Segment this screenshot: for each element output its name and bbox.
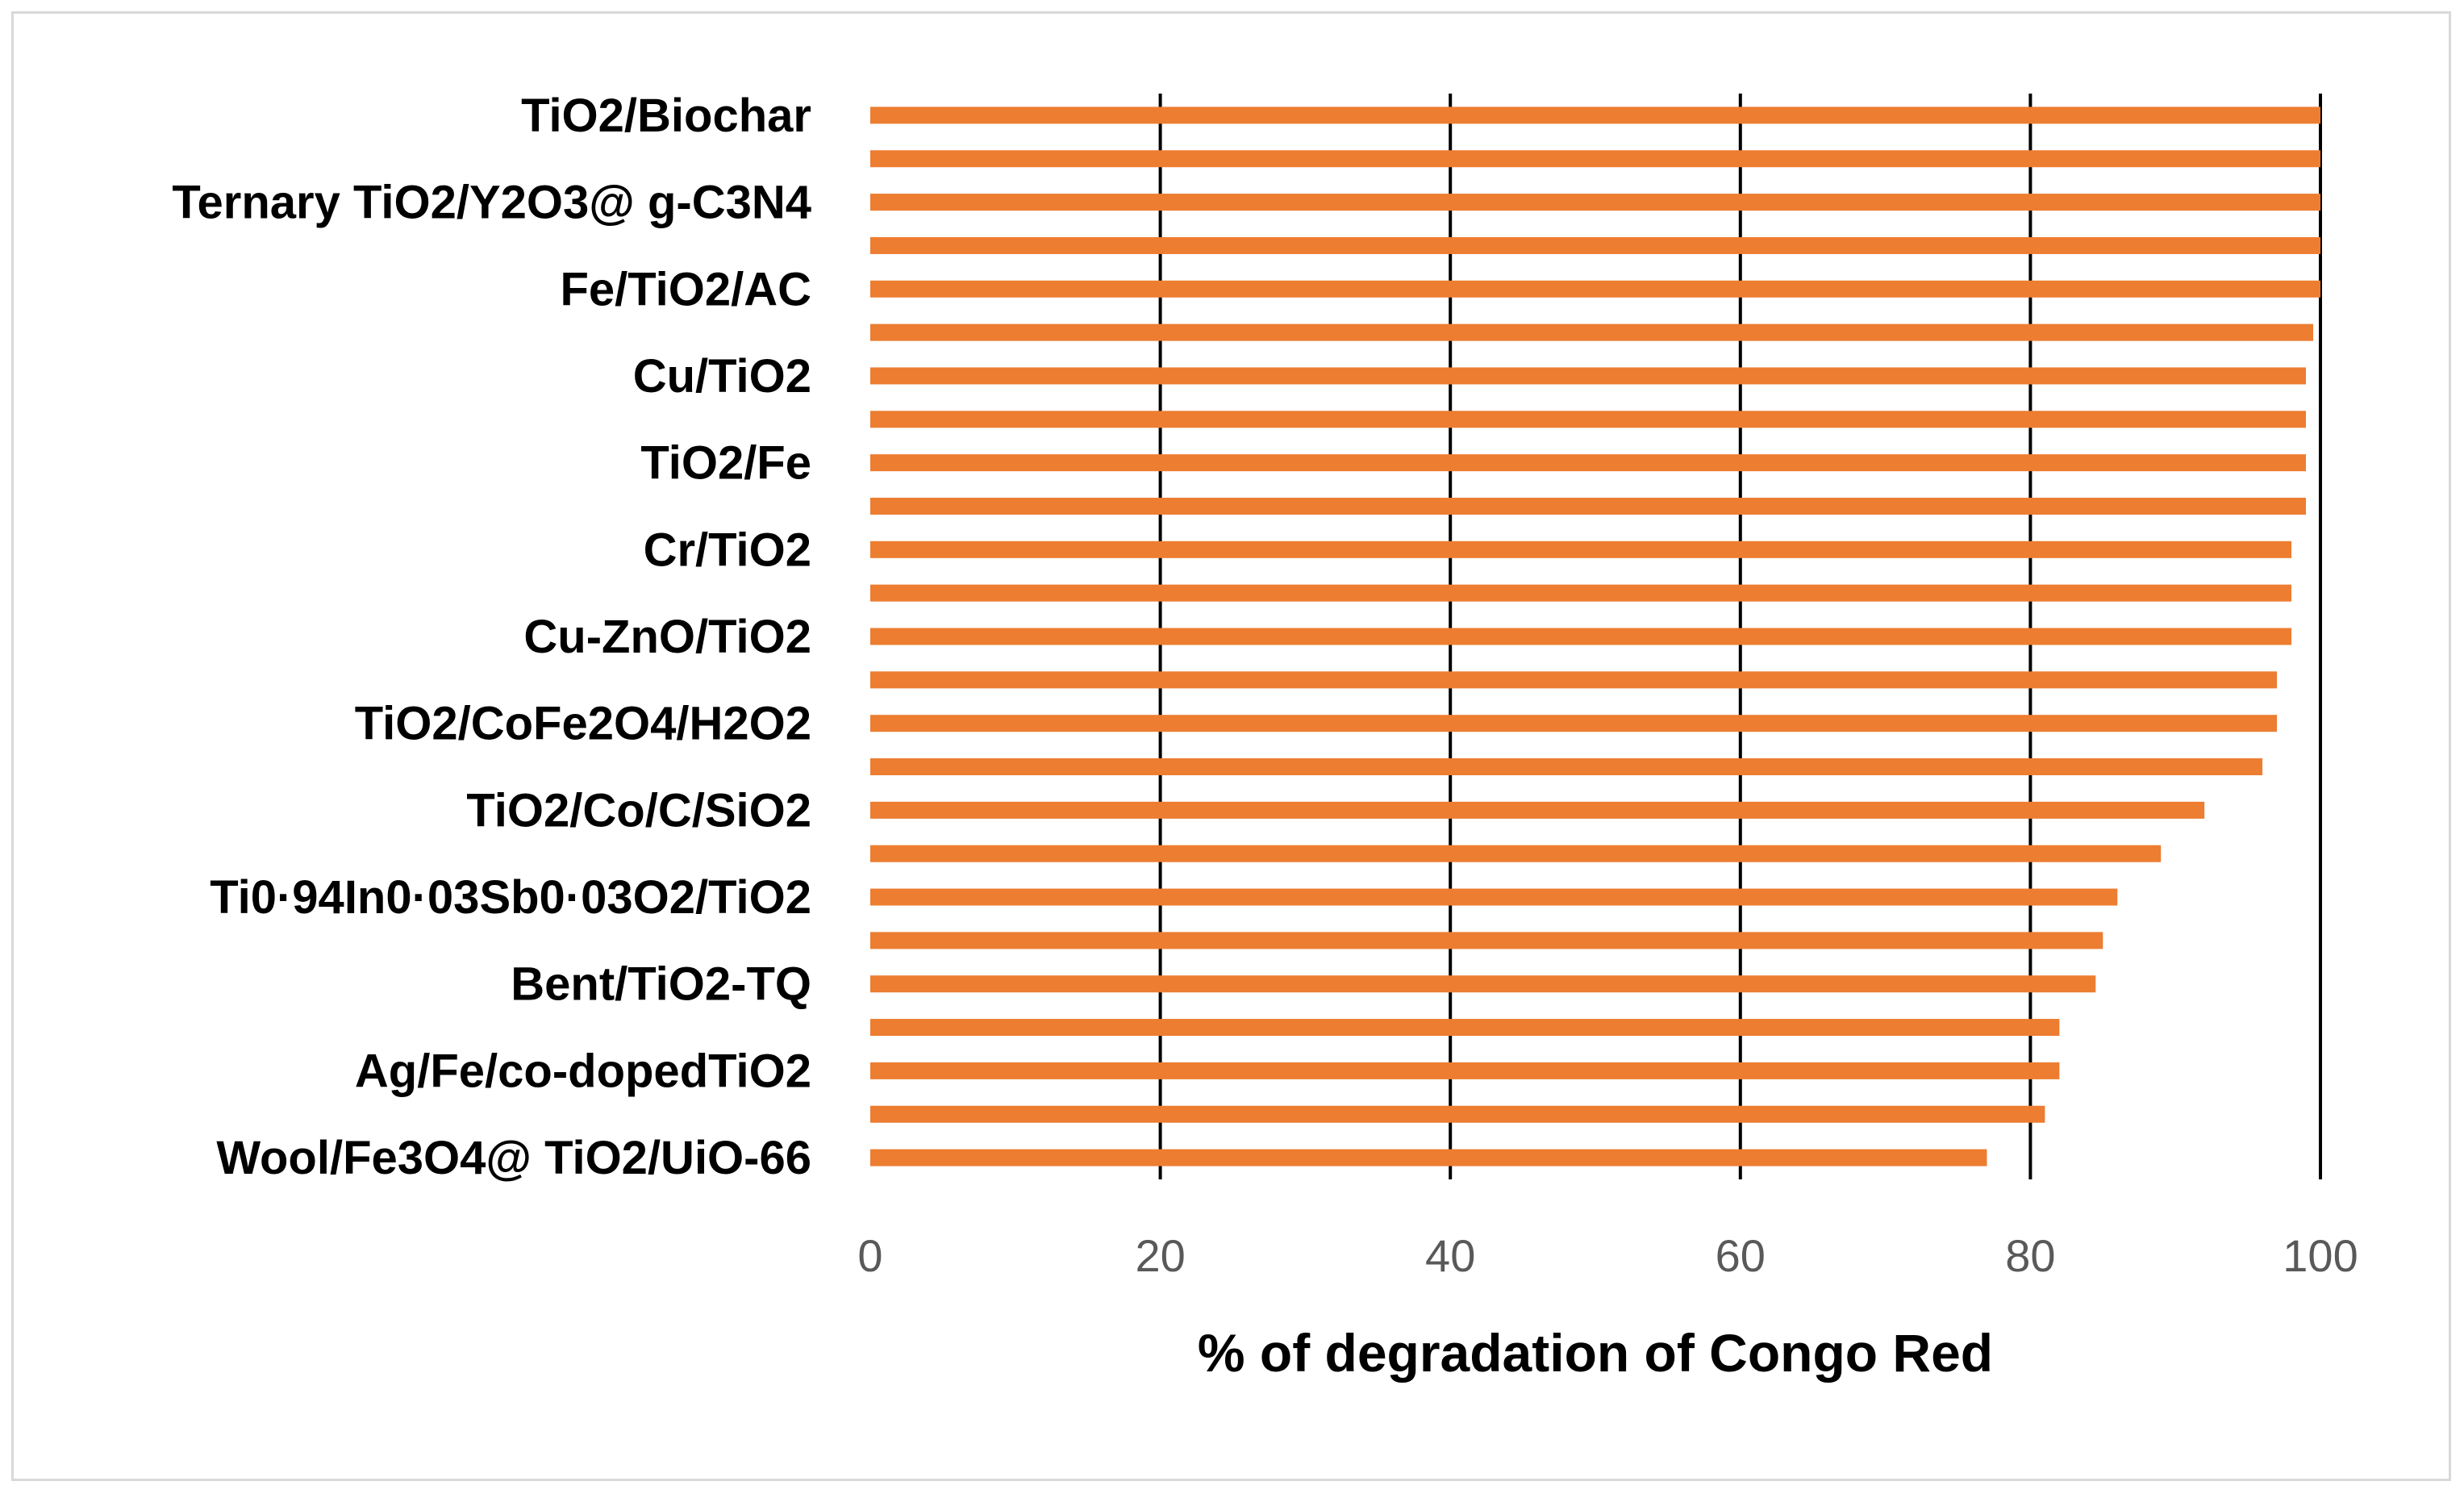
bar <box>870 845 2162 862</box>
bar <box>870 888 2118 906</box>
bar <box>870 671 2278 689</box>
bar <box>870 106 2320 124</box>
bar <box>870 497 2307 515</box>
category-label: TiO2/CoFe2O4/H2O2 <box>355 698 811 750</box>
category-label: Bent/TiO2-TQ <box>511 958 811 1011</box>
category-labels: TiO2/Biochar Ternary TiO2/Y2O3@ g-C3N4 Fe/… <box>172 90 811 1184</box>
bar <box>870 367 2307 385</box>
category-label: Ag/Fe/co-dopedTiO2 <box>355 1045 811 1097</box>
category-label: TiO2/Fe <box>640 437 811 490</box>
bar <box>870 194 2320 211</box>
bar <box>870 801 2205 819</box>
x-tick-label: 100 <box>2283 1230 2358 1281</box>
x-tick-label: 60 <box>1716 1230 1766 1281</box>
x-tick-label: 0 <box>857 1230 882 1281</box>
category-label: TiO2/Biochar <box>521 90 811 142</box>
bar <box>870 323 2314 341</box>
category-label: Fe/TiO2/AC <box>560 263 811 315</box>
category-label: Wool/Fe3O4@ TiO2/UiO-66 <box>216 1132 811 1184</box>
bar <box>870 975 2096 993</box>
chart-frame <box>11 11 2451 1481</box>
category-label: TiO2/Co/C/SiO2 <box>466 784 811 837</box>
category-label: Ternary TiO2/Y2O3@ g-C3N4 <box>172 177 811 229</box>
bar <box>870 1062 2060 1079</box>
bar <box>870 1019 2060 1037</box>
category-label: Cu/TiO2 <box>633 350 811 403</box>
bar <box>870 1149 1987 1166</box>
x-tick-label: 40 <box>1425 1230 1475 1281</box>
bar <box>870 758 2263 776</box>
x-tick-labels: 0 20 40 60 80 100 <box>857 1230 2358 1281</box>
category-label: Cu-ZnO/TiO2 <box>523 611 811 663</box>
x-tick-label: 80 <box>2005 1230 2055 1281</box>
bar <box>870 540 2292 558</box>
bars <box>870 106 2320 1166</box>
bar <box>870 628 2292 645</box>
bar <box>870 932 2103 949</box>
x-tick-label: 20 <box>1135 1230 1185 1281</box>
bar <box>870 280 2320 298</box>
bar <box>870 454 2307 472</box>
bar <box>870 715 2278 732</box>
bar <box>870 584 2292 602</box>
bar <box>870 1105 2045 1123</box>
x-axis-title: % of degradation of Congo Red <box>1198 1323 1993 1383</box>
category-label: Cr/TiO2 <box>644 524 811 576</box>
bar <box>870 411 2307 428</box>
category-label: Ti0·94In0·03Sb0·03O2/TiO2 <box>210 871 811 924</box>
bar <box>870 150 2320 168</box>
bar <box>870 236 2320 254</box>
